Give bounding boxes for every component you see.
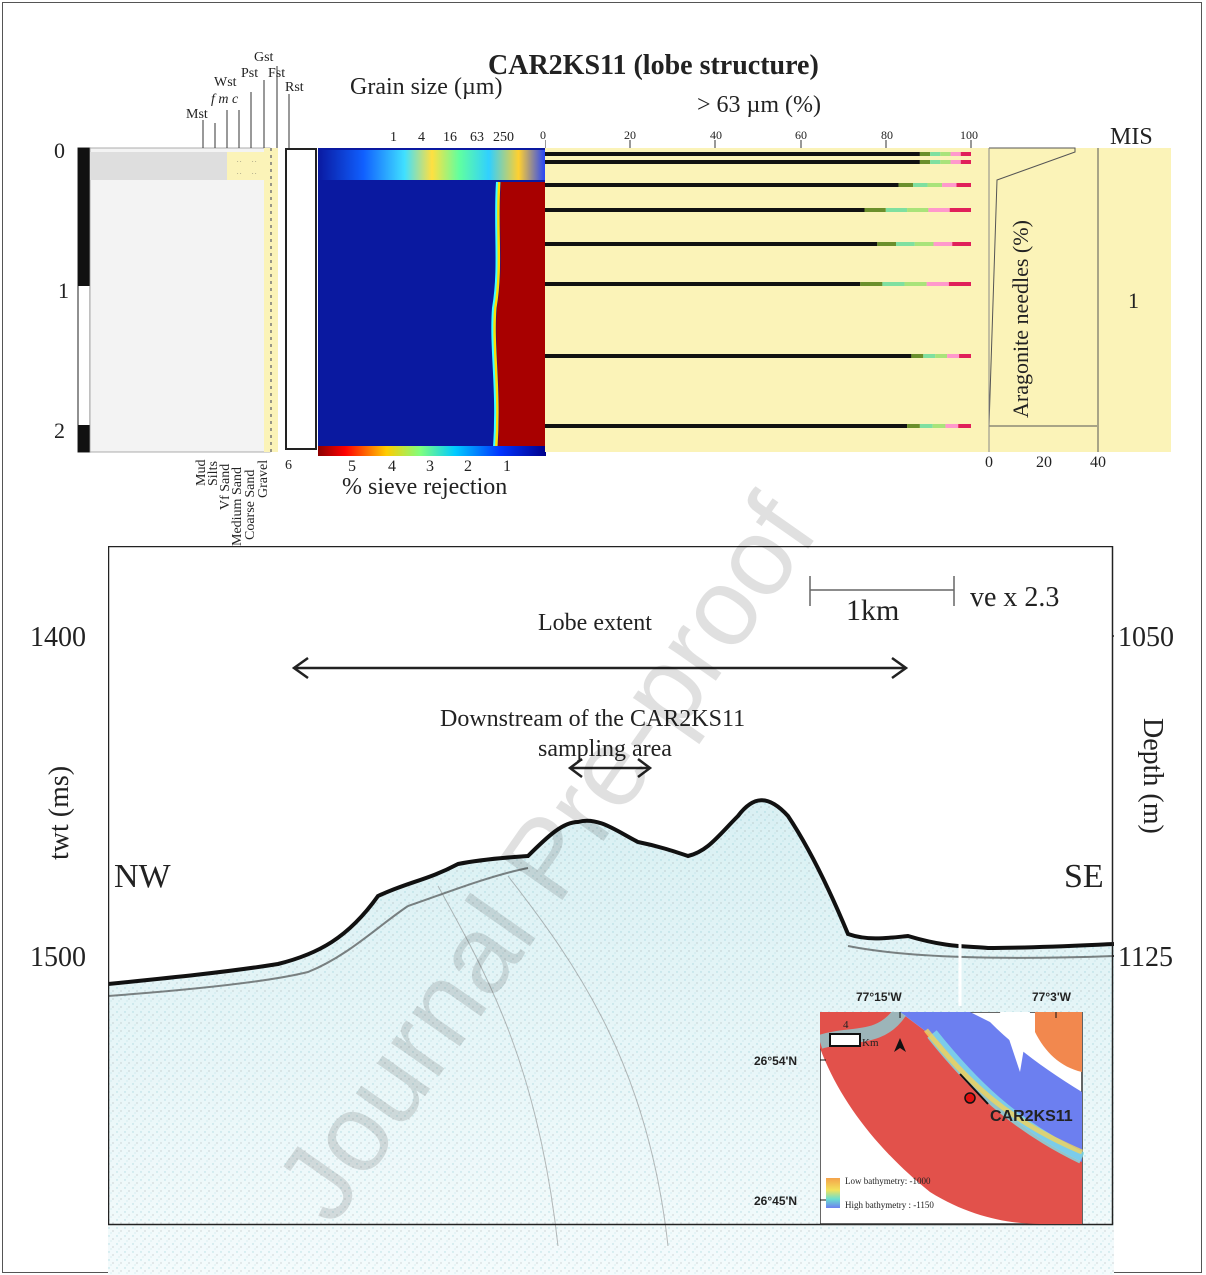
texture-label-fst: Fst — [268, 66, 286, 81]
core-log-panel: . . . . . . . . — [77, 66, 290, 453]
sieve-tick-4: 4 — [388, 458, 396, 475]
inset-lon-2: 77°3'W — [1032, 990, 1071, 1004]
seafloor-reflector — [108, 798, 1114, 986]
depth-scale-black-segment — [78, 425, 90, 452]
texture-bottom-gravel: Gravel — [256, 459, 271, 498]
lithology-gravel-strip — [264, 148, 278, 452]
grain-tick-63: 63 — [470, 130, 484, 145]
depth-axis-label: Depth (m) — [1137, 718, 1168, 834]
inset-site-label: CAR2KS11 — [990, 1108, 1073, 1125]
sieve-tick-5: 5 — [348, 458, 356, 475]
sampling-area-arrow — [567, 758, 653, 778]
inset-core-site — [964, 1092, 976, 1104]
texture-label-rst: Rst — [285, 80, 304, 95]
nw-label: NW — [114, 858, 171, 895]
svg-text:. .: . . — [252, 158, 257, 164]
fraction-background — [545, 148, 1171, 452]
fraction-tick-60: 60 — [795, 128, 807, 142]
aragonite-title: Aragonite needles (%) — [1008, 220, 1033, 418]
lithology-top-layer — [90, 152, 227, 180]
grain-tick-1: 1 — [390, 130, 397, 145]
inset-low-bathymetry — [820, 1012, 1082, 1224]
texture-label-mst: Mst — [186, 107, 208, 122]
texture-ticks — [202, 66, 290, 148]
inset-lat-2: 26°45'N — [754, 1194, 798, 1208]
sieve-rejection-title: % sieve rejection — [342, 474, 508, 500]
texture-label-fmc: f m c — [211, 92, 239, 107]
lobe-extent-arrow — [291, 656, 909, 680]
inset-scale-unit: Km — [862, 1037, 879, 1049]
aragonite-tick-40: 40 — [1090, 454, 1106, 471]
fraction-tick-0: 0 — [540, 128, 546, 142]
color-box-label: 6 — [285, 458, 292, 473]
twt-tick-1400: 1400 — [30, 622, 86, 653]
inset-lon-1: 77°15'W — [856, 990, 902, 1004]
lobe-extent-label: Lobe extent — [538, 610, 652, 636]
lithology-sand-layer — [227, 152, 270, 180]
fraction-tick-40: 40 — [710, 128, 722, 142]
mis-title: MIS — [1110, 124, 1153, 150]
downstream-label-2: sampling area — [538, 736, 672, 762]
inset-legend-bar — [826, 1178, 840, 1208]
depth-tick-0: 0 — [54, 138, 65, 163]
north-arrow-icon — [894, 1038, 906, 1052]
fraction-chart — [545, 140, 1171, 452]
texture-label-wst: Wst — [214, 75, 237, 90]
inset-profile-line — [959, 1073, 989, 1105]
se-label: SE — [1064, 858, 1104, 895]
grain-tick-16: 16 — [443, 130, 457, 145]
aragonite-curve — [988, 147, 1097, 427]
sieve-tick-1: 1 — [503, 458, 511, 475]
inset-high-bathymetry — [900, 1012, 1082, 1162]
depth-tick-2: 2 — [54, 418, 65, 443]
inset-map — [820, 1012, 1084, 1225]
inset-scale-num: 4 — [843, 1019, 849, 1031]
texture-label-pst: Pst — [241, 66, 259, 81]
svg-text:. .: . . — [237, 158, 242, 164]
scale-label: 1km — [846, 594, 900, 627]
twt-tick-1500: 1500 — [30, 942, 86, 973]
inset-scale-bar — [829, 1033, 861, 1047]
downstream-label-1: Downstream of the CAR2KS11 — [440, 706, 746, 732]
inset-orange-area — [1035, 1012, 1082, 1072]
fraction-tick-20: 20 — [624, 128, 636, 142]
texture-label-gst: Gst — [254, 50, 274, 65]
sieve-tick-3: 3 — [426, 458, 434, 475]
fraction-sample-bars — [545, 152, 971, 428]
seismic-plot-box — [108, 546, 1114, 1226]
svg-text:. .: . . — [237, 170, 242, 176]
fraction-title: > 63 µm (%) — [697, 92, 822, 118]
depth-scale-black-segment — [78, 148, 90, 286]
sieve-tick-2: 2 — [464, 458, 472, 475]
inset-lat-1: 26°54'N — [754, 1054, 798, 1068]
fraction-tick-100: 100 — [960, 128, 978, 142]
inset-legend-high: High bathymetry : -1150 — [845, 1200, 934, 1210]
grain-size-title: Grain size (µm) — [350, 74, 503, 100]
grain-size-heatmap — [318, 148, 546, 456]
color-box — [285, 148, 317, 450]
grain-tick-250: 250 — [493, 130, 514, 145]
svg-text:. .: . . — [252, 170, 257, 176]
fraction-tick-80: 80 — [881, 128, 893, 142]
depth-tick-1050: 1050 — [1118, 622, 1174, 653]
figure-title: CAR2KS11 (lobe structure) — [488, 50, 819, 81]
twt-axis-label: twt (ms) — [44, 765, 75, 860]
lithology-column — [89, 147, 271, 453]
inset-legend-low: Low bathymetry: -1000 — [845, 1176, 931, 1186]
depth-tick-1125: 1125 — [1118, 942, 1173, 973]
grain-tick-4: 4 — [418, 130, 425, 145]
mis-value: 1 — [1128, 288, 1139, 313]
aragonite-tick-0: 0 — [985, 454, 993, 471]
ve-label: ve x 2.3 — [970, 582, 1060, 613]
aragonite-tick-20: 20 — [1036, 454, 1052, 471]
depth-tick-1: 1 — [58, 278, 69, 303]
